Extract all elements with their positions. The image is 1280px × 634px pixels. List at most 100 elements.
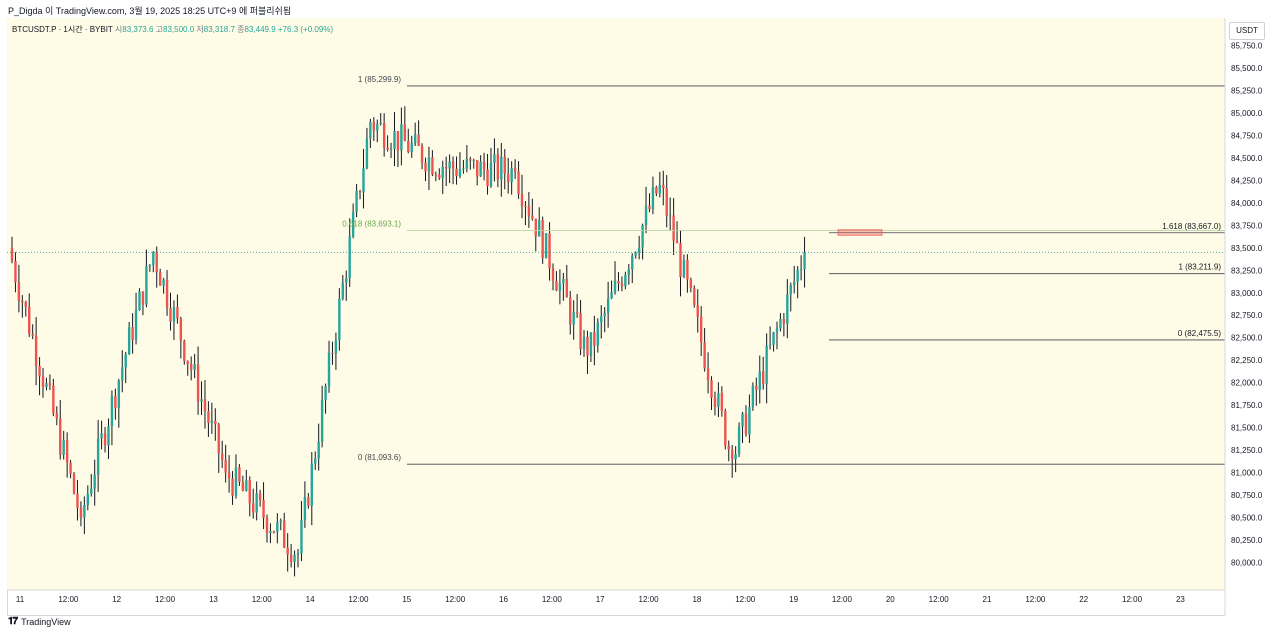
- candle-body: [651, 187, 655, 210]
- y-tick-label: 82,250.0: [1231, 356, 1263, 365]
- candle-body: [189, 363, 193, 370]
- candle-body: [176, 307, 179, 319]
- x-tick-label: 14: [306, 595, 315, 604]
- target-zone-box[interactable]: [837, 229, 883, 236]
- candle-body: [279, 520, 282, 523]
- footer-brand: 𝟏𝟕 TradingView: [8, 616, 71, 627]
- candle-body: [479, 161, 482, 177]
- x-tick-label: 17: [596, 595, 605, 604]
- candle-body: [252, 503, 255, 513]
- symbol-name[interactable]: BTCUSDT.P · 1시간 · BYBIT: [12, 25, 113, 34]
- candle-body: [314, 458, 317, 464]
- price-axis[interactable]: 80,000.0 80,250.0 80,500.0 80,750.0 81,000.0…: [1224, 18, 1273, 616]
- y-tick-label: 84,500.0: [1231, 154, 1263, 163]
- candle-body: [186, 360, 189, 364]
- candle-body: [755, 385, 758, 390]
- open-value: 83,373.6: [122, 25, 154, 34]
- candle-body: [665, 188, 668, 216]
- candle-body: [351, 212, 355, 237]
- footer-brand-name: TradingView: [21, 616, 71, 627]
- candle-body: [496, 154, 500, 180]
- candle-body: [762, 371, 765, 385]
- candle-body: [214, 420, 217, 425]
- publish-caption: P_Digda 이 TradingView.com, 3월 19, 2025 1…: [8, 6, 292, 16]
- candle-body: [124, 354, 127, 368]
- candle-body: [624, 275, 627, 287]
- x-tick-label: 12:00: [542, 595, 563, 604]
- x-tick-label: 12:00: [348, 595, 369, 604]
- chart-background: [7, 18, 1225, 590]
- fib-level-label: 0 (81,093.6): [358, 453, 401, 462]
- candle-body: [155, 252, 158, 273]
- candle-body: [327, 352, 331, 387]
- candle-body: [720, 393, 724, 411]
- candle-body: [527, 206, 531, 216]
- candle-body: [582, 336, 586, 350]
- candle-body: [407, 140, 410, 152]
- candle-body: [586, 336, 589, 356]
- candle-body: [410, 143, 413, 152]
- candle-body: [441, 166, 444, 178]
- candle-body: [386, 147, 389, 150]
- candle-body: [444, 166, 448, 169]
- candle-body: [48, 383, 52, 386]
- candle-body: [796, 269, 799, 282]
- x-tick-label: 19: [789, 595, 798, 604]
- x-tick-label: 18: [692, 595, 701, 604]
- candle-body: [648, 205, 651, 210]
- candle-body: [489, 163, 493, 187]
- candle-body: [758, 371, 761, 390]
- candle-body: [596, 322, 600, 346]
- candle-body: [575, 311, 579, 314]
- x-tick-label: 12:00: [445, 595, 466, 604]
- candle-body: [644, 205, 648, 226]
- candle-body: [413, 134, 417, 144]
- candle-body: [727, 445, 730, 450]
- candle-body: [90, 488, 93, 494]
- candle-body: [114, 395, 117, 409]
- candle-body: [424, 162, 427, 172]
- candle-body: [520, 194, 524, 206]
- candle-body: [127, 327, 131, 355]
- y-tick-label: 83,000.0: [1231, 289, 1263, 298]
- candle-body: [121, 367, 124, 381]
- y-tick-label: 83,750.0: [1231, 221, 1263, 230]
- open-label: 시: [114, 25, 123, 34]
- candle-body: [458, 169, 462, 177]
- candle-body: [469, 158, 472, 161]
- fib-level-label: 0.618 (83,693.1): [342, 219, 401, 228]
- candle-body: [482, 161, 486, 170]
- candle-body: [434, 174, 438, 176]
- candle-body: [134, 309, 138, 340]
- candle-body: [100, 433, 103, 439]
- candle-body: [503, 156, 506, 174]
- high-value: 83,500.0: [163, 25, 195, 34]
- y-tick-label: 83,250.0: [1231, 266, 1263, 275]
- candle-body: [768, 344, 772, 346]
- candle-body: [31, 333, 34, 336]
- y-tick-label: 82,000.0: [1231, 379, 1263, 388]
- candle-body: [76, 493, 79, 508]
- candle-body: [531, 215, 534, 219]
- candle-body: [293, 554, 296, 562]
- candle-body: [703, 342, 706, 369]
- candle-body: [10, 247, 14, 261]
- time-axis[interactable]: 11 12:00 12 12:00 13 12:00 14 12:00 15 12:00 16 12:…: [7, 589, 1225, 604]
- candle-body: [372, 121, 376, 131]
- candle-body: [245, 480, 248, 491]
- fib-ext-label: 1.618 (83,667.0): [1162, 222, 1221, 231]
- candle-body: [448, 161, 451, 169]
- candle-body: [96, 438, 100, 475]
- candle-body: [603, 312, 606, 317]
- candle-body: [258, 493, 262, 500]
- y-tick-label: 80,000.0: [1231, 559, 1263, 568]
- candle-body: [396, 131, 400, 151]
- currency-button[interactable]: USDT: [1229, 22, 1265, 40]
- candle-body: [668, 215, 672, 217]
- candle-body: [569, 297, 572, 325]
- fib-ext-label: 0 (82,475.5): [1178, 329, 1221, 338]
- candle-body: [782, 318, 786, 324]
- price-chart[interactable]: 83,449.934:13 1 (85,299.9)0.618 (83,693.…: [7, 18, 1273, 616]
- candle-body: [799, 269, 803, 271]
- candle-body: [283, 520, 286, 548]
